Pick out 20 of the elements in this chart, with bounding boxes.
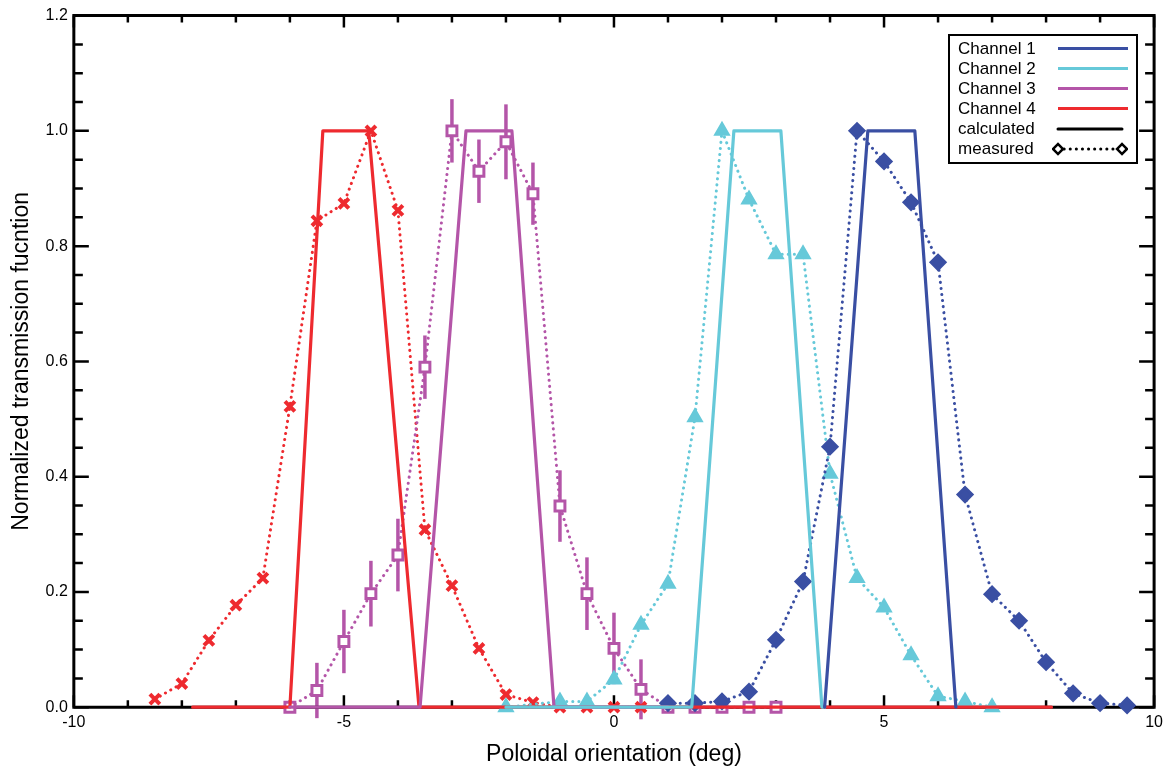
legend-label: Channel 3 [958,78,1036,99]
y-tick-label: 0.0 [45,697,68,715]
x-tick-label: 10 [1145,713,1164,731]
x-tick-label: 5 [879,713,889,731]
x-tick-label: 0 [609,713,619,731]
y-tick-label: 0.8 [45,236,68,254]
y-tick-label: 0.2 [45,582,68,600]
legend-label: Channel 2 [958,58,1036,79]
y-axis-title: Normalized transmission fucntion [7,192,34,531]
x-axis-title: Poloidal orientation (deg) [486,739,742,766]
y-tick-label: 1.0 [45,121,68,139]
legend-label: Channel 4 [958,98,1036,119]
legend-label: Channel 1 [958,38,1036,59]
annotation: calculated [958,118,1035,139]
x-tick-label: -5 [336,713,352,731]
x-tick-label: -10 [62,713,86,731]
y-tick-label: 0.6 [45,351,68,369]
y-tick-label: 0.4 [45,467,68,485]
annotation: measured [958,138,1034,159]
y-tick-label: 1.2 [45,6,68,24]
